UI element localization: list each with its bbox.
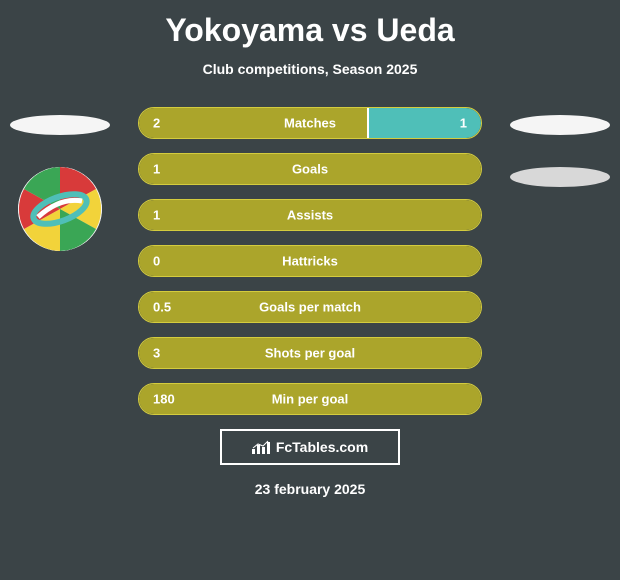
stat-row: 1 Assists	[138, 199, 482, 231]
stat-left-value: 1	[153, 162, 160, 177]
page-title: Yokoyama vs Ueda	[0, 0, 620, 49]
stat-label: Matches	[284, 116, 336, 131]
stat-label: Hattricks	[282, 254, 338, 269]
stat-label: Shots per goal	[265, 346, 355, 361]
stat-row: 0 Hattricks	[138, 245, 482, 277]
stat-row: 1 Goals	[138, 153, 482, 185]
date-text: 23 february 2025	[0, 481, 620, 497]
club-badge-icon	[18, 167, 102, 251]
stat-label: Goals per match	[259, 300, 361, 315]
stat-left-value: 2	[153, 116, 160, 131]
stat-row: 3 Shots per goal	[138, 337, 482, 369]
branding-text: FcTables.com	[276, 439, 368, 455]
stat-row: 2 1 Matches	[138, 107, 482, 139]
comparison-area: 2 1 Matches 1 Goals 1 Assists 0 Hattricks 0.5 Goal…	[0, 107, 620, 415]
stat-left-value: 0	[153, 254, 160, 269]
stat-row: 0.5 Goals per match	[138, 291, 482, 323]
player-left-ellipse	[10, 115, 110, 135]
branding-box: FcTables.com	[220, 429, 400, 465]
stat-label: Min per goal	[272, 392, 349, 407]
stat-rows-container: 2 1 Matches 1 Goals 1 Assists 0 Hattricks 0.5 Goal…	[138, 107, 482, 415]
subtitle: Club competitions, Season 2025	[0, 61, 620, 77]
stat-left-value: 180	[153, 392, 175, 407]
chart-icon	[252, 440, 270, 454]
stat-left-value: 3	[153, 346, 160, 361]
stat-left-value: 0.5	[153, 300, 171, 315]
stat-label: Assists	[287, 208, 333, 223]
stat-label: Goals	[292, 162, 328, 177]
player-right-ellipse-2	[510, 167, 610, 187]
stat-left-value: 1	[153, 208, 160, 223]
stat-divider	[367, 108, 369, 138]
stat-right-value: 1	[460, 116, 467, 131]
player-right-ellipse-1	[510, 115, 610, 135]
club-badge-left	[18, 167, 102, 251]
stat-row: 180 Min per goal	[138, 383, 482, 415]
